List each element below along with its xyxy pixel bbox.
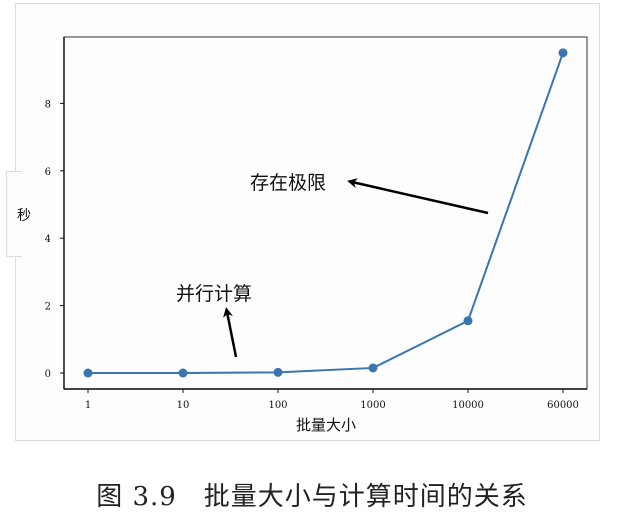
x-axis-label: 批量大小: [296, 416, 356, 434]
data-point: [558, 48, 568, 58]
y-tick-label: 8: [45, 99, 51, 110]
ylabel-tab: [6, 171, 22, 257]
annotation-arrow-limit: [347, 178, 489, 215]
x-tick-label: 100: [268, 400, 287, 411]
data-point: [178, 368, 188, 378]
y-tick-label: 4: [45, 234, 51, 245]
data-point: [463, 316, 473, 326]
y-tick-label: 2: [45, 302, 51, 313]
annotation-limit: 存在极限: [250, 172, 326, 194]
y-tick-label: 6: [45, 167, 51, 178]
data-point: [273, 367, 283, 377]
x-tick-label: 60000: [547, 400, 579, 411]
x-tick-label: 10: [177, 400, 190, 411]
series-markers: [83, 48, 568, 378]
x-ticks: 1 10 100 1000 10000 60000: [85, 389, 579, 411]
annotation-arrow-parallel: [223, 307, 238, 358]
plot-frame: [63, 36, 588, 390]
y-axis-label: 秒: [17, 208, 31, 224]
x-tick-label: 1000: [360, 400, 385, 411]
data-point: [83, 368, 93, 378]
y-tick-label: 0: [45, 369, 51, 380]
x-tick-label: 10000: [452, 400, 484, 411]
series-line: [88, 52, 564, 374]
x-tick-label: 1: [85, 400, 91, 411]
y-ticks: 0 2 4 6 8: [45, 99, 64, 380]
data-point: [368, 363, 378, 373]
annotation-parallel: 并行计算: [176, 283, 252, 305]
line-chart: 0 2 4 6 8 1 10 100 1000 10000 60000 并行计算 存在极限 秒 批…: [17, 36, 588, 434]
figure-caption: 图 3.9 批量大小与计算时间的关系: [96, 482, 528, 512]
